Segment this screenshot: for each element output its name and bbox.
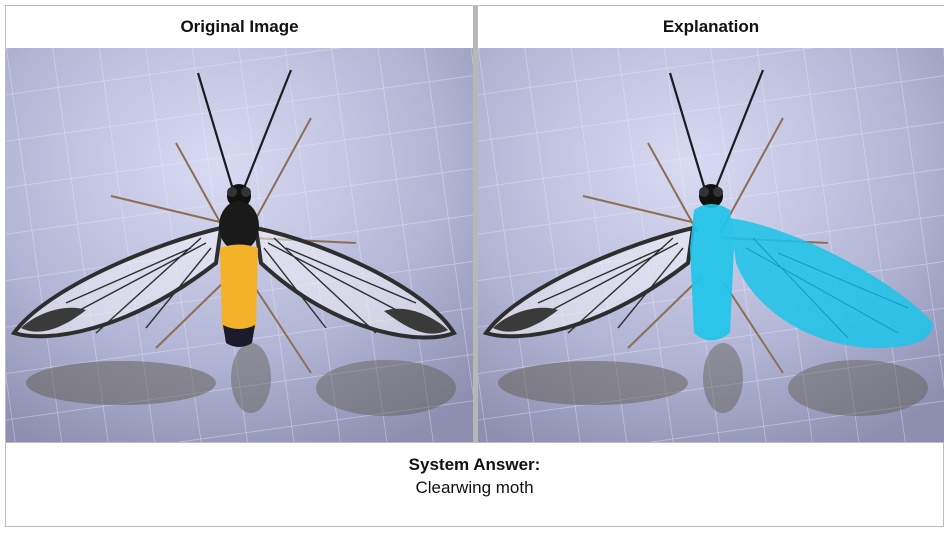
system-answer-value: Clearwing moth <box>415 478 534 497</box>
comparison-frame: Original Image <box>5 5 944 527</box>
explanation-image <box>478 48 944 442</box>
explanation-panel: Explanation <box>478 6 944 442</box>
explanation-panel-title: Explanation <box>478 6 944 49</box>
system-answer-box: System Answer: Clearwing moth <box>6 442 943 528</box>
original-image <box>6 48 473 442</box>
panel-divider <box>473 6 478 442</box>
original-panel: Original Image <box>6 6 473 442</box>
original-panel-title: Original Image <box>6 6 473 49</box>
system-answer-label: System Answer: <box>408 455 541 474</box>
